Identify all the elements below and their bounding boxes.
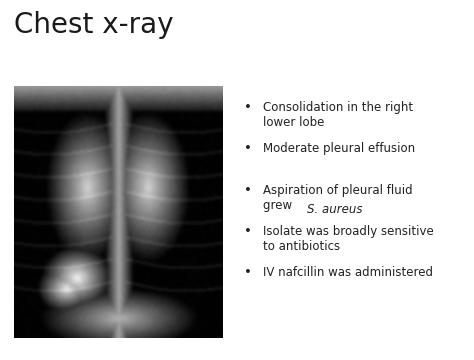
Text: IV nafcillin was administered: IV nafcillin was administered bbox=[263, 266, 433, 279]
Text: Aspiration of pleural fluid
grew: Aspiration of pleural fluid grew bbox=[263, 184, 413, 212]
Text: •: • bbox=[244, 101, 252, 114]
Text: Isolate was broadly sensitive
to antibiotics: Isolate was broadly sensitive to antibio… bbox=[263, 225, 434, 253]
Text: Chest x-ray: Chest x-ray bbox=[14, 11, 173, 39]
Text: Moderate pleural effusion: Moderate pleural effusion bbox=[263, 142, 415, 155]
Text: •: • bbox=[244, 142, 252, 155]
Text: •: • bbox=[244, 184, 252, 197]
Text: •: • bbox=[244, 225, 252, 238]
Text: •: • bbox=[244, 266, 252, 279]
Text: Consolidation in the right
lower lobe: Consolidation in the right lower lobe bbox=[263, 101, 413, 129]
Text: S. aureus: S. aureus bbox=[307, 203, 363, 216]
